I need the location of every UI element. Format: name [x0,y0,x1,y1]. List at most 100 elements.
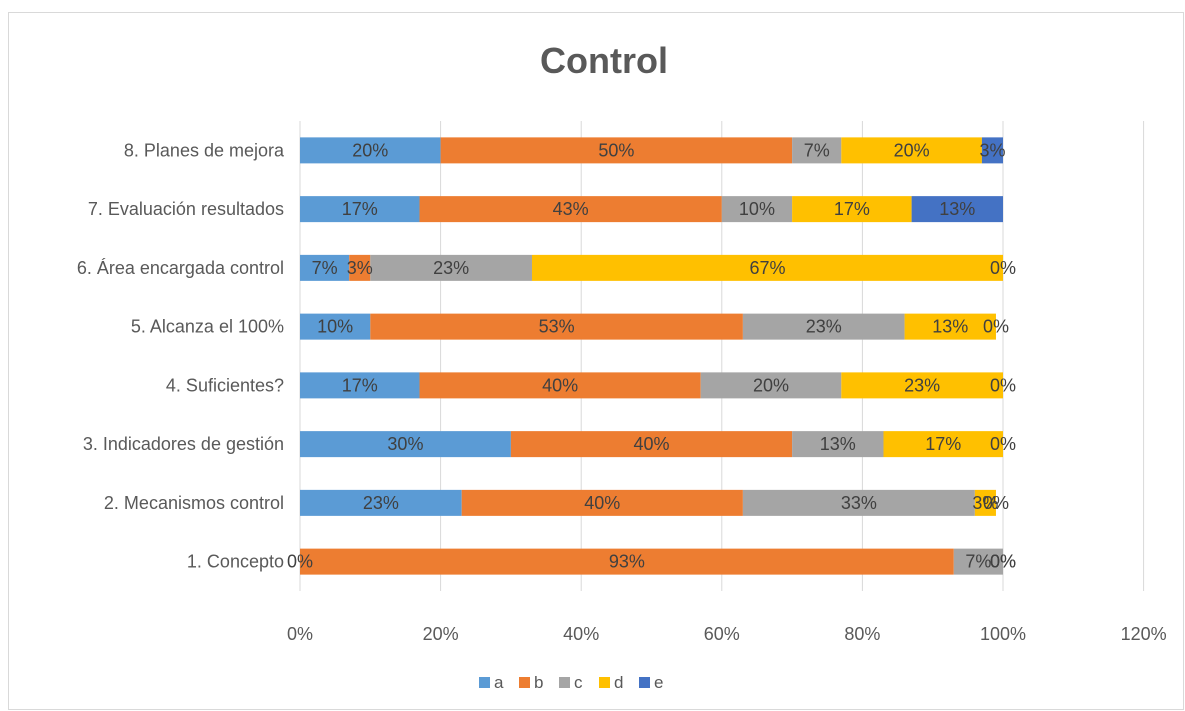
data-label: 10% [317,317,353,337]
bar-segment-d [792,196,912,223]
chart-title: Control [540,40,668,81]
data-label: 7% [312,258,338,278]
data-label: 0% [990,434,1016,454]
x-tick-label: 40% [563,624,599,644]
bar-segment-c [721,196,793,223]
data-label: 0% [990,375,1016,395]
legend-label-c: c [574,673,583,692]
bar-segment-b [440,137,793,164]
data-label: 17% [834,199,870,219]
data-label: 3% [972,493,998,513]
bar-segment-b [349,254,371,281]
bar-segment-a [300,254,350,281]
bar-segment-c [792,431,884,458]
data-label: 7% [804,140,830,160]
data-label: 0% [983,493,1009,513]
data-label: 3% [979,140,1005,160]
data-label: 13% [820,434,856,454]
bar-segment-a [300,196,420,223]
bar-segment-c [370,254,532,281]
legend-swatch-a [479,677,490,688]
bar-segment-d [904,313,996,340]
legend-label-d: d [614,673,623,692]
data-label: 40% [542,375,578,395]
bar-segment-b [510,431,793,458]
bar-segment-b [300,548,954,575]
data-label: 0% [287,552,313,572]
bar-segment-c [700,372,842,399]
category-label: 6. Área encargada control [77,258,284,278]
data-label: 23% [806,317,842,337]
data-label: 43% [553,199,589,219]
bar-segment-b [461,489,743,516]
bar-segment-b [419,196,722,223]
data-label: 20% [894,140,930,160]
data-label: 7% [965,552,991,572]
data-label: 13% [939,199,975,219]
bar-segment-a [300,431,511,458]
bar-segment-c [792,137,842,164]
bar-segment-b [370,313,743,340]
x-tick-label: 0% [287,624,313,644]
bar-segment-c [742,313,905,340]
bars: 0% 93% 7%0%0%23% 40% 33% 3%0%30% 40% 13% 17% 0%17… [287,137,1016,575]
data-label: 20% [753,375,789,395]
data-label: 93% [609,552,645,572]
data-label: 17% [342,199,378,219]
bar-segment-a [300,137,441,164]
category-labels: 1. Concepto 2. Mecanismos control 3. Indic… [77,140,285,571]
x-tick-labels: 0% 20% 40% 60% 80% 100% 120% [287,624,1167,644]
bar-segment-b [419,372,701,399]
bar-segment-a [300,372,420,399]
x-tick-label: 120% [1121,624,1167,644]
data-label: 17% [342,375,378,395]
category-label: 7. Evaluación resultados [88,199,284,219]
data-label: 0% [990,552,1016,572]
data-label: 40% [584,493,620,513]
data-label: 20% [352,140,388,160]
x-tick-label: 100% [980,624,1026,644]
legend-label-e: e [654,673,663,692]
bar-segment-d [974,489,996,516]
data-label: 53% [539,317,575,337]
bar-segment-d [531,254,1003,281]
x-tick-label: 80% [844,624,880,644]
data-label: 23% [904,375,940,395]
bar-segment-d [841,372,1003,399]
bar-segment-c [953,548,1003,575]
x-tick-label: 60% [704,624,740,644]
data-label: 30% [387,434,423,454]
data-label: 10% [739,199,775,219]
data-label: 50% [598,140,634,160]
data-label: 0% [990,258,1016,278]
bar-segment-c [742,489,975,516]
data-label: 67% [749,258,785,278]
category-label: 2. Mecanismos control [104,493,284,513]
category-label: 5. Alcanza el 100% [131,317,284,337]
legend-swatch-b [519,677,530,688]
legend-swatch-d [599,677,610,688]
data-label: 23% [363,493,399,513]
legend-label-b: b [534,673,543,692]
stacked-bar-chart: Control 0% 93% 7%0%0%23% 40% 33% 3%0%30% 40% 13… [77,40,1167,692]
legend-label-a: a [494,673,504,692]
legend: a b c d e [479,673,663,692]
data-label: 17% [925,434,961,454]
data-label: 3% [347,258,373,278]
category-label: 4. Suficientes? [166,375,284,395]
data-label: 23% [433,258,469,278]
bar-segment-d [883,431,1003,458]
bar-segment-a [300,489,462,516]
category-label: 3. Indicadores de gestión [83,434,284,454]
bar-segment-a [300,313,371,340]
data-label: 0% [983,317,1009,337]
category-label: 1. Concepto [187,552,284,572]
legend-swatch-c [559,677,570,688]
data-label: 40% [633,434,669,454]
chart-frame: Control 0% 93% 7% 0% 0% 23% 40% 33% 3% 0% 30% 40% 13… [8,12,1184,710]
legend-swatch-e [639,677,650,688]
bar-segment-d [841,137,982,164]
data-label: 13% [932,317,968,337]
category-label: 8. Planes de mejora [124,140,285,160]
bar-segment-e [911,196,1003,223]
